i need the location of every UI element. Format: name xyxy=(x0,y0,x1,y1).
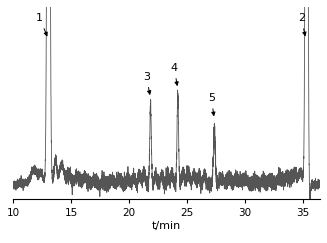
Text: 4: 4 xyxy=(171,63,178,85)
Text: 5: 5 xyxy=(208,93,215,115)
X-axis label: t/min: t/min xyxy=(152,221,181,231)
Text: 3: 3 xyxy=(143,72,151,94)
Text: 1: 1 xyxy=(36,13,47,36)
Text: 2: 2 xyxy=(298,13,306,35)
